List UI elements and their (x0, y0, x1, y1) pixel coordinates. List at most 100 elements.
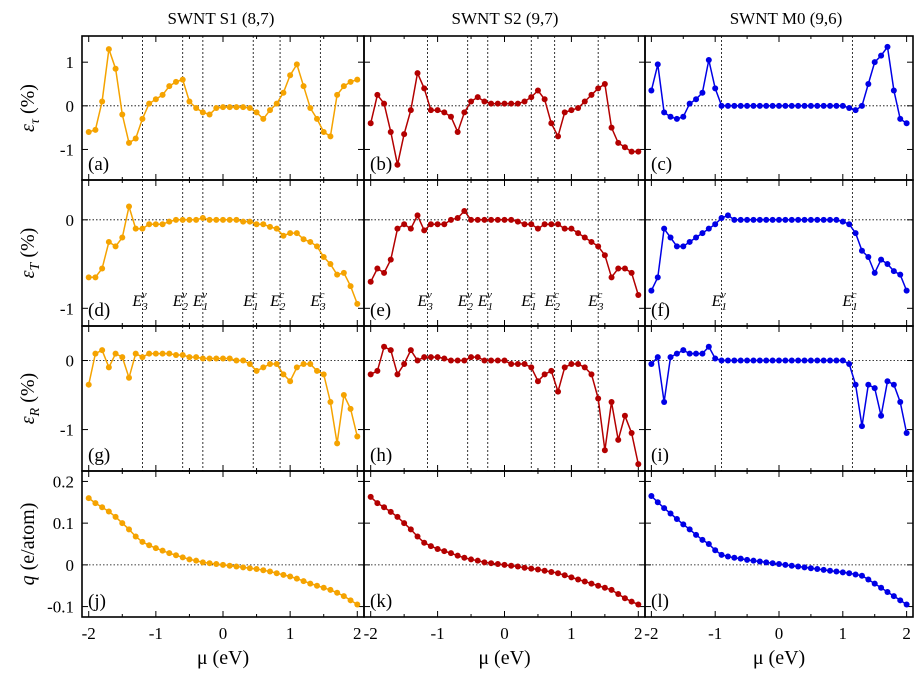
data-point (827, 357, 834, 364)
data-point (199, 355, 206, 362)
data-point (179, 554, 186, 561)
transition-label: E1c (841, 289, 857, 313)
data-point (374, 91, 381, 98)
data-point (601, 81, 608, 87)
data-point (782, 561, 789, 568)
data-point (401, 131, 408, 138)
data-point (381, 343, 388, 350)
data-point (213, 105, 220, 111)
data-point (488, 216, 495, 223)
data-point (119, 354, 126, 361)
data-point (240, 104, 247, 111)
data-point (401, 360, 408, 367)
data-point (287, 573, 294, 580)
panel-tau-1: 1 0 -1 (a) (60, 35, 365, 181)
data-point (795, 563, 802, 570)
data-point (253, 566, 260, 573)
data-point (427, 543, 434, 550)
data-point (501, 216, 508, 223)
data-point (105, 364, 112, 371)
data-point (508, 100, 515, 107)
data-point (320, 584, 327, 591)
data-point (673, 243, 680, 250)
data-point (608, 586, 615, 593)
data-point (718, 551, 725, 558)
data-point (807, 216, 814, 223)
data-point (595, 85, 602, 92)
data-point (601, 584, 608, 591)
x-tick-label: -1 (708, 624, 722, 643)
panel-q-2: (k) -2 -1 0 1 2 (363, 470, 646, 643)
data-point (166, 83, 173, 90)
data-point (555, 133, 562, 140)
data-point (528, 94, 535, 101)
panel-frame (644, 325, 914, 472)
data-point (273, 225, 280, 232)
data-point (367, 493, 374, 500)
data-point (334, 91, 341, 98)
data-point (541, 567, 548, 574)
data-point (327, 261, 334, 268)
data-point (693, 350, 700, 357)
data-point (314, 243, 320, 250)
data-point (648, 493, 655, 500)
data-point (468, 216, 475, 223)
data-point (488, 100, 495, 107)
data-point (494, 561, 501, 568)
data-point (441, 355, 448, 362)
data-point (139, 538, 146, 545)
data-point (206, 560, 213, 567)
data-point (852, 230, 859, 237)
data-point (628, 598, 635, 605)
data-point (240, 357, 247, 364)
transition-label: E3c (309, 289, 326, 313)
data-point (105, 508, 112, 515)
data-point (534, 87, 541, 94)
data-point (801, 357, 808, 364)
data-point (693, 96, 700, 103)
data-point (273, 360, 280, 367)
data-point (814, 566, 821, 573)
transition-label: E2v (172, 289, 189, 313)
data-point (112, 513, 119, 520)
data-point (334, 440, 341, 447)
data-point (615, 591, 622, 598)
data-point (846, 105, 853, 111)
data-point (461, 207, 468, 214)
data-point (548, 568, 555, 575)
data-point (750, 102, 757, 109)
data-point (588, 580, 595, 587)
data-point (521, 564, 528, 571)
data-point (206, 111, 213, 118)
data-point (852, 107, 859, 114)
data-point (731, 357, 738, 364)
data-point (327, 133, 334, 140)
data-point (220, 216, 226, 223)
data-point (514, 100, 521, 107)
data-point (686, 350, 693, 357)
data-point (367, 278, 374, 285)
data-point (246, 105, 253, 111)
data-point (667, 113, 674, 120)
y-tick-label: 1 (66, 53, 75, 72)
data-point (763, 357, 770, 364)
transition-label: E1v (192, 289, 208, 313)
panel-label: (f) (651, 300, 670, 321)
panel-frame (81, 325, 365, 472)
data-point (776, 357, 782, 364)
data-point (744, 216, 751, 223)
data-point (494, 216, 501, 223)
data-point (340, 392, 347, 399)
data-point (769, 102, 776, 109)
data-point (699, 89, 706, 96)
data-point (119, 520, 126, 527)
data-point (92, 500, 99, 507)
data-point (654, 61, 661, 68)
data-point (474, 94, 481, 101)
data-point (635, 601, 642, 608)
data-point (724, 102, 731, 109)
data-point (820, 357, 827, 364)
data-point (233, 563, 240, 570)
data-point (347, 283, 354, 290)
data-point (833, 216, 840, 223)
